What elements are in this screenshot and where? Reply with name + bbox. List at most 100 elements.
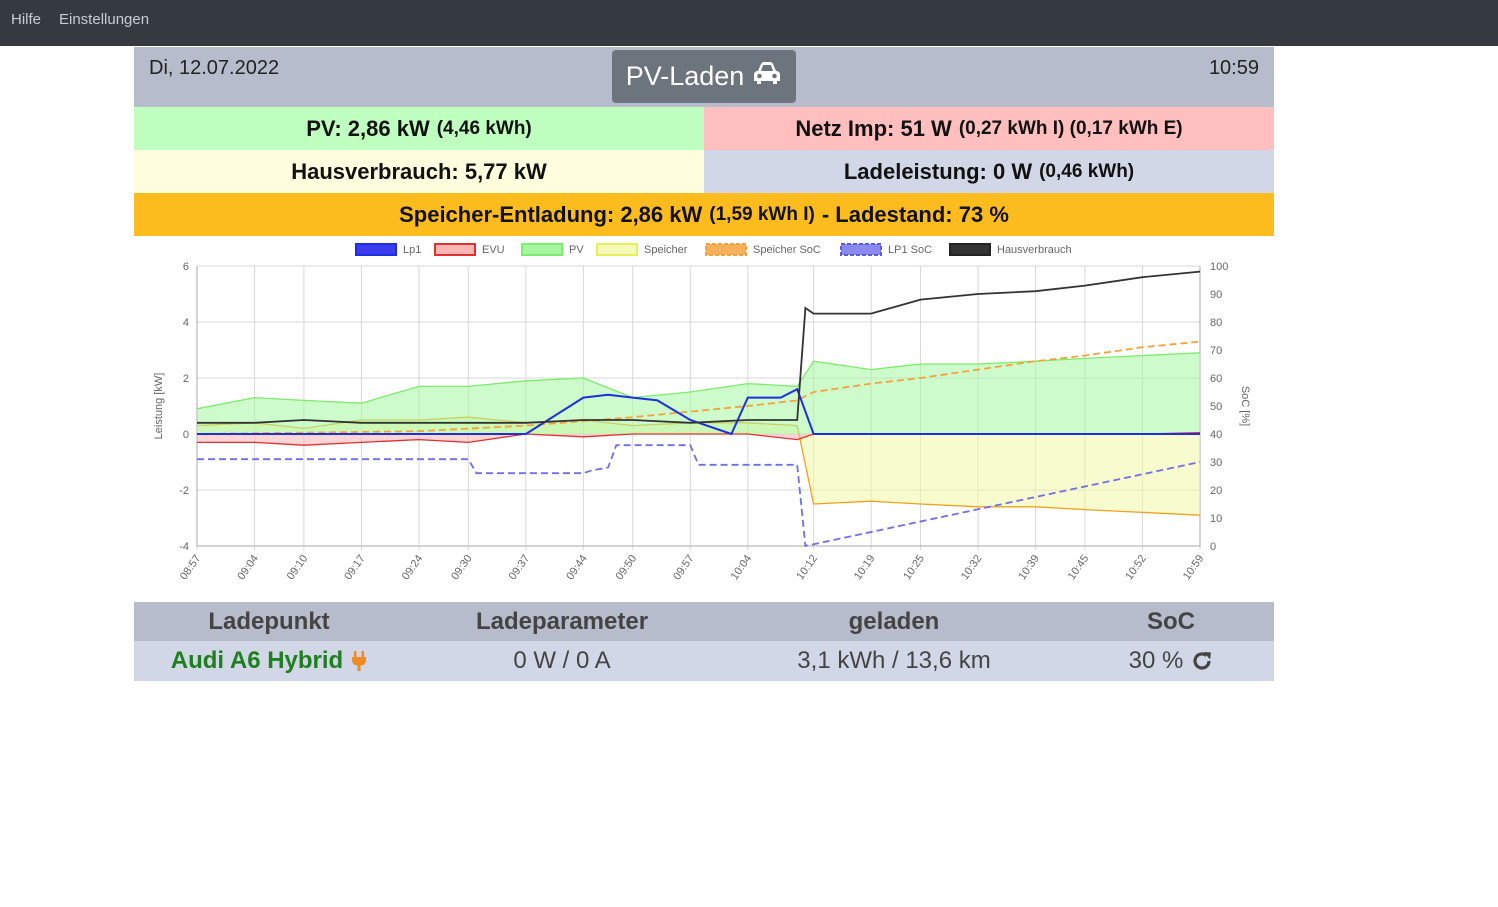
x-tick-label: 10:12 bbox=[794, 553, 820, 582]
legend-label: Speicher SoC bbox=[753, 244, 821, 256]
time-display: 10:59 bbox=[1208, 57, 1259, 79]
nav-help-link[interactable]: Hilfe bbox=[11, 11, 42, 28]
charge-mode-button[interactable]: PV-Laden bbox=[612, 50, 796, 103]
nav-settings-link[interactable]: Einstellungen bbox=[59, 11, 150, 28]
x-tick-label: 09:10 bbox=[285, 553, 311, 582]
y-tick-label: 0 bbox=[183, 429, 189, 441]
y2-tick-label: 90 bbox=[1210, 289, 1222, 301]
grid-tile: Netz Imp: 51 W (0,27 kWh I) (0,17 kWh E) bbox=[704, 107, 1274, 150]
y2-tick-label: 70 bbox=[1210, 345, 1222, 357]
grid-value: Netz Imp: 51 W bbox=[795, 115, 952, 141]
y2-tick-label: 20 bbox=[1210, 485, 1222, 497]
battery-soc: - Ladestand: 73 % bbox=[821, 201, 1009, 227]
tiles-row-3: Speicher-Entladung: 2,86 kW (1,59 kWh I) -… bbox=[134, 193, 1274, 236]
pv-series-area bbox=[197, 352, 1200, 434]
date-display: Di, 12.07.2022 bbox=[149, 57, 280, 79]
x-tick-label: 09:04 bbox=[235, 553, 261, 582]
y2-tick-label: 60 bbox=[1210, 373, 1222, 385]
x-tick-label: 09:17 bbox=[342, 553, 368, 582]
refresh-icon[interactable] bbox=[1191, 650, 1213, 672]
legend-swatch bbox=[596, 243, 638, 256]
y-tick-label: 2 bbox=[183, 373, 189, 385]
x-tick-label: 10:19 bbox=[852, 553, 878, 582]
x-tick-label: 09:44 bbox=[564, 553, 590, 582]
legend-label: Speicher bbox=[644, 244, 688, 256]
legend-swatch bbox=[521, 243, 563, 256]
table-row: Audi A6 Hybrid 0 W / 0 A 3,1 kWh / 13,6 … bbox=[134, 641, 1274, 681]
legend-swatch bbox=[705, 243, 747, 256]
col-ladepunkt: Ladepunkt bbox=[208, 607, 330, 635]
charge-point-cell[interactable]: Audi A6 Hybrid bbox=[134, 641, 404, 681]
legend-swatch bbox=[434, 243, 476, 256]
charge-value: Ladeleistung: 0 W bbox=[843, 158, 1033, 184]
charge-energy: (0,46 kWh) bbox=[1039, 160, 1135, 182]
x-tick-label: 10:45 bbox=[1066, 553, 1092, 582]
x-tick-label: 10:39 bbox=[1016, 553, 1042, 582]
pv-energy: (4,46 kWh) bbox=[436, 117, 532, 139]
y-axis-label: Leistung [kW] bbox=[153, 373, 165, 440]
x-tick-label: 09:50 bbox=[614, 553, 640, 582]
charge-point-name[interactable]: Audi A6 Hybrid bbox=[170, 647, 344, 674]
x-tick-label: 10:32 bbox=[959, 553, 985, 582]
battery-value: Speicher-Entladung: 2,86 kW bbox=[399, 201, 703, 227]
y-tick-label: 4 bbox=[183, 317, 189, 329]
legend-label: Hausverbrauch bbox=[997, 244, 1072, 256]
pv-value: PV: 2,86 kW bbox=[306, 115, 430, 141]
y2-tick-label: 80 bbox=[1210, 317, 1222, 329]
legend-swatch bbox=[355, 243, 397, 256]
speicher-series-area bbox=[197, 417, 1200, 516]
table-header: Ladepunkt Ladeparameter geladen SoC bbox=[134, 602, 1274, 641]
evu-series-area bbox=[197, 432, 1200, 446]
legend-label: LP1 SoC bbox=[888, 244, 932, 256]
legend-swatch bbox=[840, 243, 882, 256]
pv-series-line bbox=[196, 352, 1201, 410]
legend-label: Lp1 bbox=[403, 244, 421, 256]
col-soc: SoC bbox=[1147, 607, 1195, 635]
hausverbrauch-series bbox=[197, 270, 1201, 424]
x-tick-label: 10:04 bbox=[729, 553, 755, 582]
battery-tile: Speicher-Entladung: 2,86 kW (1,59 kWh I) -… bbox=[134, 193, 1274, 236]
y2-axis-label: SoC [%] bbox=[1239, 386, 1251, 426]
legend-label: EVU bbox=[482, 244, 505, 256]
charge-params: 0 W / 0 A bbox=[513, 647, 611, 674]
y-tick-label: -2 bbox=[179, 485, 189, 497]
grid-energy: (0,27 kWh I) (0,17 kWh E) bbox=[958, 117, 1183, 139]
header-bar: Di, 12.07.2022 PV-Laden 10:59 bbox=[134, 47, 1274, 107]
x-tick-label: 09:37 bbox=[507, 553, 533, 582]
tiles-row-2: Hausverbrauch: 5,77 kW Ladeleistung: 0 W… bbox=[134, 150, 1274, 193]
legend-swatch bbox=[949, 243, 991, 256]
y2-tick-label: 30 bbox=[1210, 457, 1222, 469]
col-ladeparameter: Ladeparameter bbox=[475, 607, 649, 635]
plug-icon bbox=[351, 650, 367, 672]
house-value: Hausverbrauch: 5,77 kW bbox=[291, 158, 547, 184]
car-icon bbox=[752, 61, 782, 92]
x-tick-label: 10:25 bbox=[901, 553, 927, 582]
y-tick-label: 6 bbox=[183, 261, 189, 273]
house-tile: Hausverbrauch: 5,77 kW bbox=[134, 150, 704, 193]
tiles-row-1: PV: 2,86 kW (4,46 kWh) Netz Imp: 51 W (0,2… bbox=[134, 107, 1274, 150]
y2-tick-label: 100 bbox=[1210, 261, 1228, 273]
legend-label: PV bbox=[569, 244, 584, 256]
soc-value: 30 % bbox=[1128, 647, 1184, 674]
charged-energy: 3,1 kWh / 13,6 km bbox=[797, 647, 991, 674]
col-geladen: geladen bbox=[848, 607, 940, 635]
power-chart: 6 4 2 0 -2 -4 100 90 80 70 60 50 40 30 20 10 0 08:57 09:04… bbox=[134, 236, 1274, 602]
speicher-soc-series bbox=[196, 340, 1201, 435]
y2-tick-label: 0 bbox=[1210, 541, 1216, 553]
charge-point-table: Ladepunkt Ladeparameter geladen SoC Audi… bbox=[134, 602, 1274, 681]
battery-energy: (1,59 kWh I) bbox=[709, 203, 815, 225]
x-tick-label: 09:30 bbox=[449, 553, 475, 582]
pv-tile: PV: 2,86 kW (4,46 kWh) bbox=[134, 107, 704, 150]
x-tick-label: 10:52 bbox=[1123, 553, 1149, 582]
charge-tile: Ladeleistung: 0 W (0,46 kWh) bbox=[704, 150, 1274, 193]
dashboard: Di, 12.07.2022 PV-Laden 10:59 PV: 2,86 k… bbox=[134, 47, 1274, 681]
x-tick-label: 09:24 bbox=[400, 553, 426, 582]
top-navbar: Hilfe Einstellungen bbox=[0, 0, 1498, 46]
y2-tick-label: 10 bbox=[1210, 513, 1222, 525]
y-tick-label: -4 bbox=[179, 541, 189, 553]
soc-cell: 30 % bbox=[1068, 641, 1274, 681]
x-tick-label: 09:57 bbox=[671, 553, 697, 582]
y2-tick-label: 40 bbox=[1210, 429, 1222, 441]
x-tick-label: 08:57 bbox=[178, 553, 204, 582]
